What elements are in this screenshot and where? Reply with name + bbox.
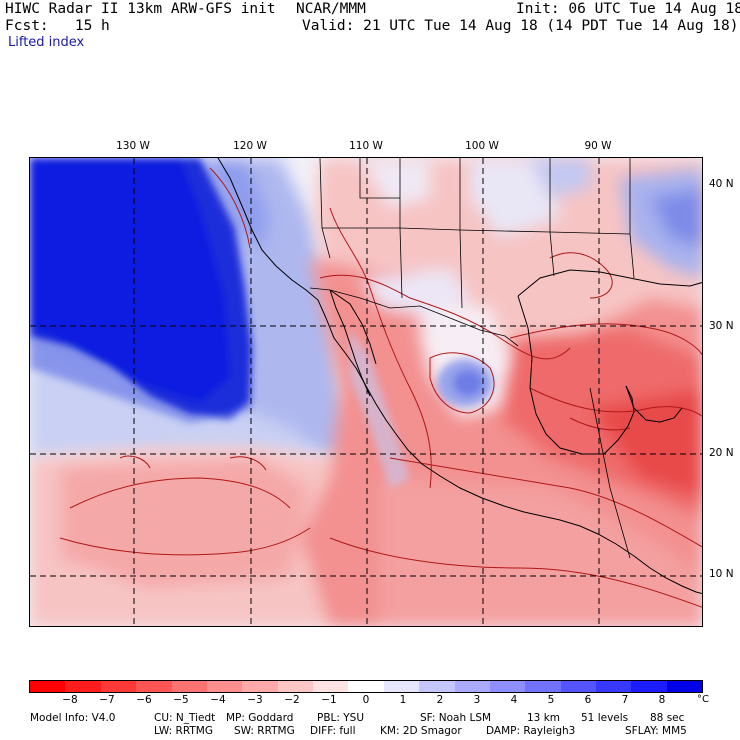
pacific-coastline: [217, 158, 702, 595]
legend-tick: 5: [547, 694, 555, 706]
cool-plateau-blob: [437, 359, 493, 407]
cold-edge: [30, 338, 252, 423]
mexico-guatemala-border: [589, 387, 631, 559]
legend-tick: 6: [584, 694, 592, 706]
contours: [59, 167, 702, 608]
baja-west-coast: [329, 289, 371, 397]
legend-swatch: [489, 681, 526, 692]
legend-swatch: [313, 681, 349, 692]
legend-tick: −3: [247, 694, 263, 706]
legend-tick: 3: [473, 694, 481, 706]
latlon-grid: [30, 158, 702, 626]
time-step: 88 sec: [650, 712, 685, 724]
lat-label-10n: 10 N: [709, 568, 734, 580]
model-title: HIWC Radar II 13km ARW-GFS init: [5, 1, 276, 17]
legend-tick: −4: [210, 694, 226, 706]
us-mexico-border: [309, 287, 519, 347]
damping: DAMP: Rayleigh3: [486, 725, 576, 737]
cumulus-scheme: CU: N_Tiedt: [154, 712, 216, 724]
legend-tick: 2: [436, 694, 444, 706]
legend-swatch: [65, 681, 101, 692]
legend-tick: 4: [510, 694, 518, 706]
legend-colorbar: [29, 680, 703, 693]
state-border-nm-tx: [459, 158, 463, 309]
legend-tick: −2: [284, 694, 300, 706]
gulf-coast-us: [517, 269, 702, 297]
lon-label-110w: 110 W: [349, 140, 383, 152]
microphysics-scheme: MP: Goddard: [226, 712, 294, 724]
legend-tick: −7: [99, 694, 115, 706]
legend-tick: −1: [321, 694, 337, 706]
legend-swatch: [383, 681, 420, 692]
legend-swatch: [348, 681, 384, 692]
political-borders: [309, 158, 635, 559]
legend-swatch: [666, 681, 703, 692]
center-label: NCAR/MMM: [296, 1, 366, 17]
surface-layer: SFLAY: MM5: [625, 725, 687, 737]
resolution: 13 km: [527, 712, 561, 724]
legend-tick: −5: [173, 694, 189, 706]
state-border-nw: [359, 158, 400, 199]
gulf-of-california: [329, 289, 377, 365]
lon-label-130w: 130 W: [116, 140, 150, 152]
legend-tick: −6: [136, 694, 152, 706]
yucatan-coast: [625, 385, 683, 423]
lifted-index-map: [29, 157, 703, 627]
sierra-cool-streak: [350, 328, 410, 488]
cold-ocean-blob: [30, 158, 252, 418]
gulf-of-mexico-west: [517, 295, 635, 455]
field-name: Lifted index: [8, 35, 85, 50]
shortwave-scheme: SW: RRTMG: [234, 725, 295, 737]
legend-swatch: [596, 681, 632, 692]
legend-swatch: [277, 681, 313, 692]
legend-swatch: [100, 681, 137, 692]
legend-tick: −8: [62, 694, 78, 706]
model-info: Model Info: V4.0: [30, 712, 116, 724]
surface-scheme: SF: Noah LSM: [420, 712, 492, 724]
legend-unit: °C: [697, 694, 709, 705]
lat-label-20n: 20 N: [709, 447, 734, 459]
legend-tick: 8: [658, 694, 666, 706]
legend-swatch: [631, 681, 667, 692]
vertical-levels: 51 levels: [581, 712, 629, 724]
lat-label-40n: 40 N: [709, 178, 734, 190]
cool-midwest: [530, 158, 702, 278]
legend-swatch: [136, 681, 172, 692]
km-option: KM: 2D Smagor: [380, 725, 462, 737]
state-border-az-nm: [399, 158, 403, 299]
state-border-east: [629, 158, 635, 279]
lat-label-30n: 30 N: [709, 320, 734, 332]
lon-label-90w: 90 W: [584, 140, 612, 152]
legend-swatch: [171, 681, 207, 692]
state-border-ok: [549, 158, 555, 277]
lon-label-100w: 100 W: [465, 140, 499, 152]
legend-swatch: [242, 681, 278, 692]
pbl-scheme: PBL: YSU: [317, 712, 365, 724]
legend-swatch: [560, 681, 596, 692]
init-time: Init: 06 UTC Tue 14 Aug 18: [516, 1, 740, 17]
valid-time: Valid: 21 UTC Tue 14 Aug 18 (14 PDT Tue …: [302, 18, 739, 34]
legend-swatch: [454, 681, 490, 692]
legend-swatch: [30, 681, 66, 692]
legend-tick: 0: [362, 694, 370, 706]
legend-swatch: [525, 681, 561, 692]
diffusion: DIFF: full: [310, 725, 356, 737]
map-canvas: [30, 158, 702, 626]
legend-tick: 7: [621, 694, 629, 706]
longwave-scheme: LW: RRTMG: [154, 725, 213, 737]
legend-swatch: [206, 681, 243, 692]
lon-label-120w: 120 W: [233, 140, 267, 152]
coastlines: [217, 158, 702, 595]
forecast-hour: Fcst: 15 h: [5, 18, 110, 34]
legend-tick: 1: [399, 694, 407, 706]
legend-swatch: [419, 681, 455, 692]
